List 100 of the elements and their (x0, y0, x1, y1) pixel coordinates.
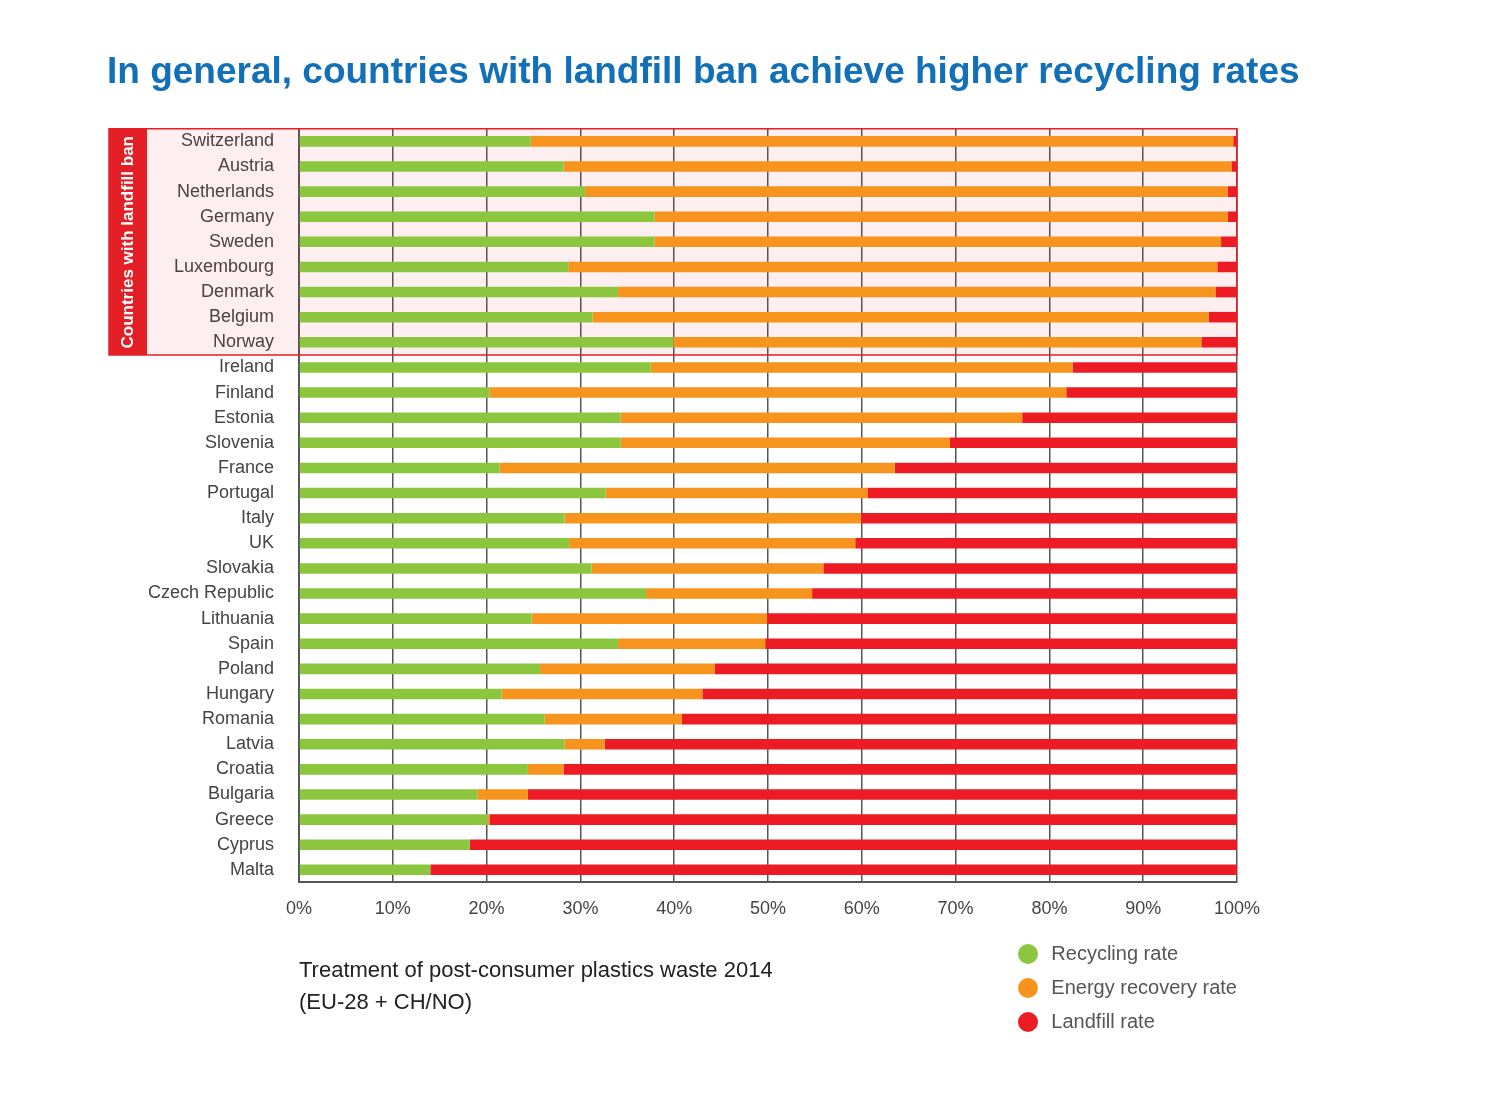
bar (765, 638, 1237, 650)
y-tick-label: Ireland (218, 356, 274, 377)
x-tick-label: 90% (1125, 898, 1162, 919)
bar (477, 789, 528, 800)
bar (855, 538, 1237, 549)
y-tick-label: Hungary (205, 682, 274, 703)
bar (299, 412, 621, 423)
bar (563, 161, 1232, 172)
y-tick-label: Finland (214, 381, 274, 402)
bar (299, 286, 618, 298)
legend-label: Energy recovery rate (1051, 976, 1237, 1000)
y-tick-label: Netherlands (176, 180, 274, 201)
bar (569, 538, 856, 549)
bar (299, 738, 565, 750)
y-tick-label: Italy (240, 507, 274, 528)
bar (299, 638, 618, 650)
bar (299, 512, 565, 524)
bar (714, 663, 1237, 675)
bar (299, 437, 621, 449)
bar (299, 261, 569, 273)
y-tick-label: Estonia (213, 406, 275, 427)
y-tick-label: Switzerland (180, 130, 274, 151)
bar (527, 764, 564, 775)
bar (620, 412, 1023, 423)
bar (299, 839, 470, 850)
bar (894, 462, 1237, 474)
bar (299, 487, 606, 499)
bar (299, 362, 651, 373)
bar (681, 713, 1237, 725)
y-tick-label: Latvia (225, 733, 275, 754)
x-tick-label: 80% (1031, 898, 1068, 919)
band-label: Countries with landfill ban (118, 135, 138, 349)
bar (1072, 362, 1237, 373)
bar (620, 437, 950, 449)
bar (544, 713, 682, 725)
bar (531, 613, 768, 624)
bar (527, 789, 1237, 800)
bar (617, 286, 1216, 298)
y-tick-label: Bulgaria (207, 783, 275, 804)
bar (564, 738, 605, 750)
bar (299, 814, 488, 825)
bar (604, 738, 1237, 750)
bar (585, 186, 1228, 197)
bar (469, 839, 1237, 850)
bar (499, 462, 895, 474)
x-tick-label: 10% (374, 898, 411, 919)
y-tick-label: Slovakia (205, 557, 275, 578)
x-tick-label: 50% (749, 898, 787, 919)
y-tick-label: Sweden (208, 230, 274, 251)
y-tick-label: Belgium (208, 306, 274, 327)
bar (617, 638, 766, 650)
bar (299, 186, 586, 197)
y-tick-label: Malta (229, 858, 275, 879)
bar (299, 538, 570, 549)
bar (654, 236, 1222, 248)
y-tick-label: Austria (217, 155, 275, 176)
chart-title: In general, countries with landfill ban achieve higher recycling rates (107, 50, 1300, 92)
bar (767, 613, 1237, 624)
bar (650, 362, 1073, 373)
bar (299, 663, 541, 675)
x-tick-label: 40% (656, 898, 693, 919)
bar (860, 512, 1237, 524)
y-tick-label: Czech Republic (147, 582, 274, 603)
y-tick-label: Lithuania (200, 607, 275, 628)
y-tick-label: Slovenia (204, 431, 275, 452)
bar (299, 462, 500, 474)
bar (299, 713, 545, 725)
x-tick-label: 100% (1213, 898, 1261, 919)
bar (299, 563, 592, 574)
bar (568, 261, 1218, 273)
bar (299, 236, 655, 248)
bar (299, 588, 647, 599)
bar (530, 136, 1234, 147)
bar (949, 437, 1237, 449)
bar (299, 211, 655, 222)
bar (673, 337, 1202, 348)
bar (646, 588, 813, 599)
y-tick-label: Poland (217, 657, 274, 678)
y-tick-label: Greece (214, 808, 274, 829)
y-tick-label: Luxembourg (173, 255, 274, 276)
bar (605, 487, 868, 499)
bar (299, 136, 531, 147)
bar (823, 563, 1237, 574)
y-tick-label: Portugal (206, 482, 274, 503)
bar (430, 864, 1237, 876)
bar (812, 588, 1237, 599)
bar (489, 387, 1067, 398)
bar (299, 337, 674, 348)
bar (702, 688, 1237, 700)
bar (299, 789, 478, 800)
bar (299, 161, 564, 172)
bar (1066, 387, 1237, 398)
y-tick-label: France (217, 456, 274, 477)
bar (299, 613, 532, 624)
bar (299, 764, 528, 775)
y-tick-label: UK (248, 532, 274, 553)
y-tick-label: Cyprus (216, 833, 274, 854)
y-tick-label: Spain (227, 632, 274, 653)
x-tick-label: 70% (937, 898, 974, 919)
bar (299, 311, 593, 323)
